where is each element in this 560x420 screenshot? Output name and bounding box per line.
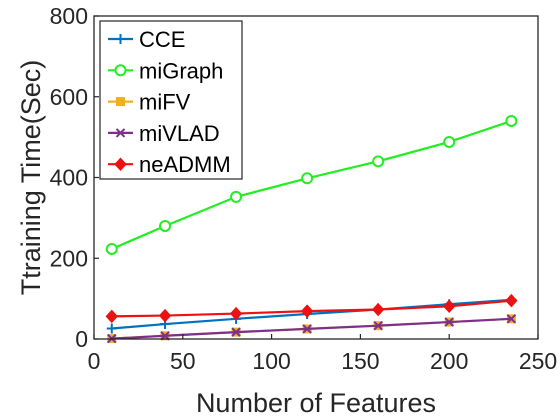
- data-point-migraph: [105, 242, 118, 255]
- legend-marker: [115, 128, 126, 138]
- data-point-neadmm: [371, 302, 385, 317]
- data-point-cce: [106, 323, 117, 334]
- series-mivlad: [107, 314, 517, 344]
- data-point-mivlad: [302, 324, 312, 334]
- y-axis-title: Ttraining Time(Sec): [16, 60, 46, 296]
- x-axis: 0 50 100 150 200 250: [88, 334, 557, 374]
- y-tick-label: 600: [50, 84, 88, 110]
- legend: CCE miGraph miFV miVLAD neADMM: [99, 20, 243, 180]
- data-point-mivlad: [373, 320, 383, 331]
- data-point-migraph: [159, 219, 172, 232]
- y-tick-label: 200: [50, 245, 88, 271]
- series-migraph: [105, 114, 518, 255]
- data-point-mivlad: [506, 314, 517, 324]
- x-tick-label: 100: [252, 348, 290, 374]
- x-tick-label: 0: [88, 348, 101, 374]
- x-tick-label: 150: [341, 348, 379, 374]
- legend-item-mivlad: miVLAD: [108, 121, 220, 146]
- data-point-neadmm: [505, 293, 518, 308]
- legend-marker: [114, 64, 127, 77]
- legend-item-neadmm: neADMM: [108, 152, 231, 177]
- legend-item-mifv: miFV: [108, 90, 191, 115]
- data-point-mivlad: [444, 317, 454, 327]
- legend-item-cce: CCE: [108, 27, 185, 52]
- x-tick-label: 50: [170, 348, 196, 374]
- x-tick-label: 200: [430, 348, 468, 374]
- legend-label: CCE: [139, 27, 185, 52]
- data-point-migraph: [443, 135, 456, 148]
- y-tick-label: 0: [75, 326, 88, 352]
- x-tick-label: 250: [519, 348, 557, 374]
- legend-item-migraph: miGraph: [108, 58, 223, 83]
- data-point-migraph: [372, 155, 385, 168]
- legend-marker: [114, 157, 127, 171]
- legend-label: miGraph: [139, 58, 223, 83]
- x-axis-title: Number of Features: [196, 388, 436, 418]
- series-layer: [105, 114, 518, 344]
- data-point-neadmm: [300, 304, 314, 318]
- data-point-neadmm: [105, 309, 118, 324]
- data-point-migraph: [505, 114, 518, 127]
- legend-label: miFV: [139, 90, 191, 115]
- data-point-mivlad: [231, 327, 241, 337]
- legend-label: neADMM: [139, 152, 231, 177]
- y-tick-label: 400: [50, 165, 88, 191]
- legend-marker: [115, 34, 126, 44]
- legend-label: miVLAD: [139, 121, 220, 146]
- y-tick-label: 800: [50, 3, 88, 29]
- data-point-migraph: [301, 172, 314, 185]
- data-point-neadmm: [443, 299, 456, 314]
- data-point-neadmm: [229, 306, 243, 321]
- data-point-migraph: [230, 190, 243, 203]
- data-point-neadmm: [158, 308, 172, 323]
- y-axis: 0 200 400 600 800: [50, 3, 99, 352]
- legend-marker: [116, 97, 125, 107]
- series-neadmm: [105, 293, 518, 324]
